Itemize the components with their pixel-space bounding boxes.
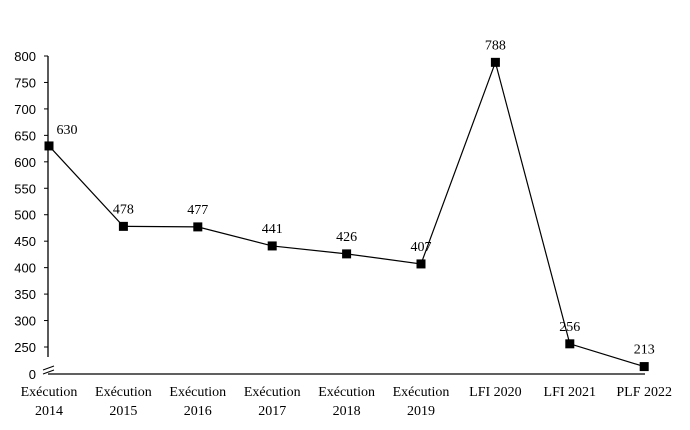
series: [44, 57, 649, 372]
data-label: 630: [57, 123, 78, 138]
y-tick-label: 300: [14, 314, 36, 329]
data-point-marker: [193, 222, 203, 232]
x-tick-label: Exécution 2014: [21, 385, 78, 419]
labels: 630 478 477 441 426 407 788 256 213: [57, 38, 655, 357]
data-label: 478: [113, 202, 134, 217]
axis-break-mark: [42, 365, 55, 371]
y-tick-label: 650: [14, 128, 36, 143]
y-tick-label: 800: [14, 49, 36, 64]
data-point-marker: [118, 221, 128, 231]
axis-break-mark: [42, 369, 55, 375]
x-tick-label: Exécution 2018: [318, 385, 375, 419]
series-line: [48, 60, 645, 368]
data-point-marker: [267, 241, 277, 251]
y-tick-label: 350: [14, 287, 36, 302]
y-tick-label: 0: [29, 367, 36, 382]
data-label: 477: [187, 203, 208, 218]
data-label: 256: [559, 320, 580, 335]
x-tick-label: LFI 2020: [469, 385, 522, 400]
data-label: 441: [262, 222, 283, 237]
x-tick-label: Exécution 2016: [169, 385, 226, 419]
x-tick-label: PLF 2022: [616, 385, 672, 400]
y-tick-label: 550: [14, 181, 36, 196]
data-label: 788: [485, 38, 506, 53]
data-label: 213: [634, 343, 655, 358]
x-tick-label: Exécution 2015: [95, 385, 152, 419]
data-label: 426: [336, 230, 357, 245]
y-tick-label: 450: [14, 234, 36, 249]
y-tick-label: 500: [14, 208, 36, 223]
y-tick-label: 400: [14, 261, 36, 276]
data-point-marker: [639, 362, 649, 372]
data-point-marker: [490, 57, 500, 67]
x-tick-label: Exécution 2019: [393, 385, 450, 419]
axes: 0 250 300 350 400 450 500 550 600 650 700 750 800 Exé…: [14, 49, 672, 419]
y-tick-label: 750: [14, 75, 36, 90]
x-tick-label: Exécution 2017: [244, 385, 301, 419]
y-tick-label: 250: [14, 340, 36, 355]
data-label: 407: [411, 240, 432, 255]
y-tick-label: 700: [14, 102, 36, 117]
y-tick-label: 600: [14, 155, 36, 170]
data-point-marker: [565, 339, 575, 349]
data-point-marker: [342, 249, 352, 259]
x-tick-label: LFI 2021: [544, 385, 597, 400]
data-point-marker: [416, 259, 426, 269]
data-point-marker: [44, 141, 54, 151]
